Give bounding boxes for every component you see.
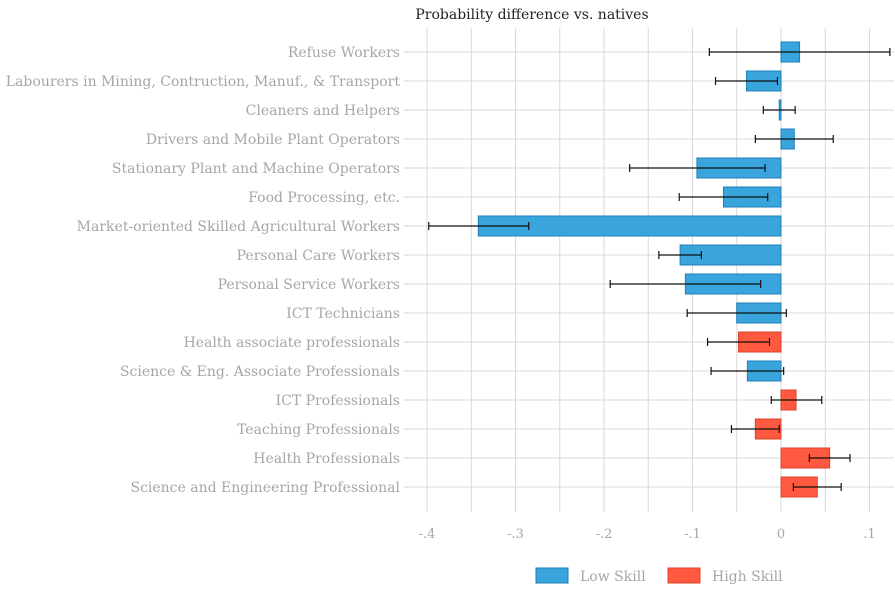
category-label: ICT Professionals [276,393,400,409]
chart-title: Probability difference vs. natives [415,7,648,23]
legend-swatch [667,567,701,584]
category-label: Refuse Workers [288,45,400,61]
x-tick-label: -.3 [507,527,524,542]
category-label: Teaching Professionals [237,422,400,438]
category-label: Health associate professionals [184,335,400,351]
bars [477,41,831,498]
category-label: Cleaners and Helpers [246,103,400,119]
x-tick-label: -.4 [419,527,436,542]
grid-lines [404,28,894,512]
category-label: Stationary Plant and Machine Operators [112,161,400,177]
legend-swatch [535,567,569,584]
category-label: Drivers and Mobile Plant Operators [146,132,400,148]
category-label: Science and Engineering Professional [130,480,400,496]
x-tick-label: .1 [863,527,875,542]
legend-label: High Skill [712,569,783,585]
category-label: Science & Eng. Associate Professionals [120,364,400,380]
legend: Low Skill High Skill [535,567,783,585]
category-labels: Refuse Workers Labourers in Mining, Contr… [6,45,401,496]
category-label: Labourers in Mining, Contruction, Manuf.… [6,74,401,90]
category-label: Health Professionals [253,451,400,467]
error-bars [428,48,891,491]
x-tick-label: 0 [777,527,785,542]
category-label: Food Processing, etc. [248,190,400,206]
x-tick-label: -.1 [684,527,701,542]
category-label: Personal Care Workers [237,248,400,264]
legend-label: Low Skill [580,569,646,585]
category-label: ICT Technicians [286,306,400,322]
category-label: Market-oriented Skilled Agricultural Wor… [77,219,400,235]
x-tick-label: -.2 [596,527,613,542]
x-axis-ticks: -.4 -.3 -.2 -.1 0 .1 [419,527,876,542]
category-label: Personal Service Workers [218,277,400,293]
